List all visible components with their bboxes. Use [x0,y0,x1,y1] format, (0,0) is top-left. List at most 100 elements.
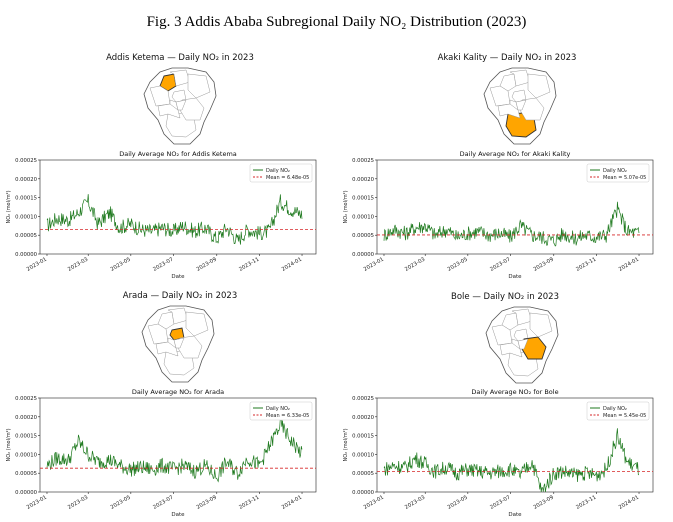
y-tick-label: 0.00020 [352,415,375,421]
district-addis-ketema [159,73,177,92]
map-title-addis-ketema: Addis Ketema — Daily NO₂ in 2023 [106,53,254,63]
x-tick-label: 2023-05 [110,257,132,273]
x-tick-label: 2023-09 [533,495,555,511]
x-tick-label: 2024-01 [618,257,640,273]
y-tick-label: 0.00010 [15,452,38,458]
district-yeka [187,73,211,99]
chart-title: Daily Average NO₂ for Bole [471,388,558,396]
x-tick-label: 2023-03 [404,257,426,273]
x-tick-label: 2024-01 [618,495,640,511]
y-tick-label: 0.00015 [352,196,374,202]
x-tick-label: 2023-11 [238,257,260,273]
district-kolfe [491,324,513,346]
x-axis-label: Date [171,274,185,280]
x-tick-label: 2023-11 [238,495,260,511]
district-addis-ketema [501,312,519,331]
district-kirkos [173,337,185,349]
x-axis-label: Date [171,512,185,518]
x-tick-label: 2023-09 [196,257,218,273]
x-tick-label: 2023-01 [26,495,48,511]
map-akaki-kality [483,67,557,145]
district-nifas-silk [157,103,181,119]
y-tick-label: 0.00010 [352,452,375,458]
y-axis-label: NO₂ (mol/m²) [6,190,12,223]
district-gulele [509,69,531,87]
map-addis-ketema [143,67,217,145]
chart-addis-ketema: Daily Average NO₂ for Addis Ketema 0.0000… [6,150,317,280]
district-kirkos [175,99,187,111]
y-tick-label: 0.00015 [15,434,37,440]
x-tick-label: 2023-07 [489,495,511,511]
legend-box [249,163,313,183]
district-nifas-silk [155,341,179,357]
y-tick-label: 0.00000 [15,490,38,496]
y-tick-label: 0.00000 [352,490,375,496]
district-gulele [169,69,191,87]
x-tick-label: 2023-05 [447,495,469,511]
district-yeka [527,73,551,99]
chart-title: Daily Average NO₂ for Addis Ketema [119,150,237,158]
y-tick-label: 0.00005 [352,233,374,239]
legend-label-daily: Daily NO₂ [266,406,290,412]
series-line-daily-no2 [383,201,640,247]
y-tick-label: 0.00005 [15,471,37,477]
district-gulele [511,308,533,326]
x-tick-label: 2023-07 [152,495,174,511]
district-kolfe [149,85,171,107]
legend-label-mean: Mean = 6.33e-05 [266,413,309,419]
district-addis-ketema [499,73,517,92]
chart-arada: Daily Average NO₂ for Arada 0.00000 0.0000… [6,388,317,518]
series-line-daily-no2 [46,194,303,245]
x-tick-label: 2023-05 [110,495,132,511]
y-axis-label: NO₂ (mol/m²) [343,428,349,461]
district-yeka [529,312,553,338]
x-tick-label: 2023-09 [196,495,218,511]
legend-box [586,163,650,183]
legend-label-daily: Daily NO₂ [603,406,627,412]
x-tick-label: 2024-01 [281,495,303,511]
district-nifas-silk [499,342,523,358]
x-axis-label: Date [508,274,522,280]
x-tick-label: 2023-03 [404,495,426,511]
district-kolfe [147,323,169,345]
y-tick-label: 0.00000 [15,252,38,258]
x-tick-label: 2023-11 [575,257,597,273]
district-nifas-silk [497,103,521,119]
y-tick-label: 0.00015 [352,434,374,440]
x-tick-label: 2023-07 [152,257,174,273]
x-tick-label: 2023-09 [533,257,555,273]
map-title-akaki-kality: Akaki Kality — Daily NO₂ in 2023 [437,53,577,63]
y-tick-label: 0.00025 [15,396,37,402]
plot-area [376,397,654,493]
x-tick-label: 2023-07 [489,257,511,273]
y-tick-label: 0.00020 [15,415,38,421]
chart-akaki-kality: Daily Average NO₂ for Akaki Kality 0.0000… [343,150,654,280]
plot-area [376,159,654,255]
plot-area [39,159,317,255]
y-tick-label: 0.00010 [15,214,38,220]
y-tick-label: 0.00025 [15,158,37,164]
y-axis-label: NO₂ (mol/m²) [6,428,12,461]
district-addis-ketema [157,311,175,330]
figure-title: Fig. 3 Addis Ababa Subregional Daily NO₂… [146,14,527,30]
y-tick-label: 0.00025 [352,158,374,164]
y-tick-label: 0.00005 [352,471,374,477]
y-tick-label: 0.00005 [15,233,37,239]
y-tick-label: 0.00010 [352,214,375,220]
y-tick-label: 0.00025 [352,396,374,402]
map-title-bole: Bole — Daily NO₂ in 2023 [451,292,559,302]
x-tick-label: 2023-01 [363,257,385,273]
y-axis-label: NO₂ (mol/m²) [343,190,349,223]
x-axis-label: Date [508,512,522,518]
chart-title: Daily Average NO₂ for Akaki Kality [460,150,571,158]
y-tick-label: 0.00015 [15,196,37,202]
district-yeka [185,311,209,337]
legend-label-daily: Daily NO₂ [603,168,627,174]
x-tick-label: 2023-01 [26,257,48,273]
x-tick-label: 2023-03 [67,257,89,273]
legend-label-mean: Mean = 5.07e-05 [603,175,646,181]
legend-label-daily: Daily NO₂ [266,168,290,174]
map-bole [485,306,559,384]
district-kirkos [515,99,527,111]
district-kirkos [517,338,529,350]
